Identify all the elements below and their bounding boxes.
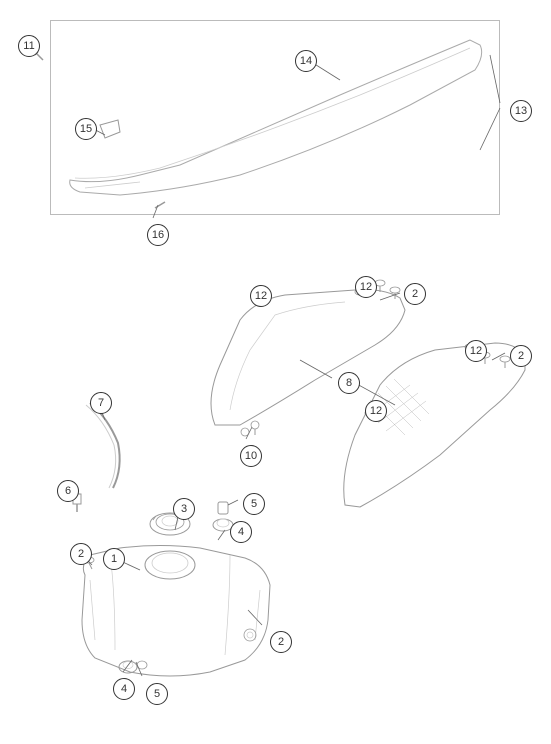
callout-4: 4 (113, 678, 135, 700)
callout-label: 12 (355, 276, 377, 298)
callout-2: 2 (70, 543, 92, 565)
callout-label: 13 (510, 100, 532, 122)
callout-label: 1 (103, 548, 125, 570)
callout-16: 16 (147, 224, 169, 246)
callout-1: 1 (103, 548, 125, 570)
callout-label: 3 (173, 498, 195, 520)
callout-12: 12 (250, 285, 272, 307)
callout-label: 14 (295, 50, 317, 72)
callout-14: 14 (295, 50, 317, 72)
callout-5: 5 (243, 493, 265, 515)
callout-label: 6 (57, 480, 79, 502)
callout-label: 11 (18, 35, 40, 57)
callout-label: 4 (113, 678, 135, 700)
callout-label: 12 (365, 400, 387, 422)
callout-12: 12 (465, 340, 487, 362)
callout-8: 8 (338, 372, 360, 394)
parts-diagram: 122223445567810111212121213141516 (0, 0, 551, 744)
callout-label: 8 (338, 372, 360, 394)
callout-2: 2 (510, 345, 532, 367)
callout-12: 12 (365, 400, 387, 422)
callout-5: 5 (146, 683, 168, 705)
callout-13: 13 (510, 100, 532, 122)
callout-label: 12 (250, 285, 272, 307)
callout-7: 7 (90, 392, 112, 414)
callout-label: 7 (90, 392, 112, 414)
callout-label: 10 (240, 445, 262, 467)
callout-label: 12 (465, 340, 487, 362)
callout-label: 2 (70, 543, 92, 565)
callout-label: 2 (270, 631, 292, 653)
callout-label: 2 (404, 283, 426, 305)
callout-2: 2 (270, 631, 292, 653)
callout-4: 4 (230, 521, 252, 543)
callout-15: 15 (75, 118, 97, 140)
callout-label: 2 (510, 345, 532, 367)
callout-label: 16 (147, 224, 169, 246)
callout-label: 4 (230, 521, 252, 543)
callout-2: 2 (404, 283, 426, 305)
callout-6: 6 (57, 480, 79, 502)
callout-label: 5 (146, 683, 168, 705)
callout-11: 11 (18, 35, 40, 57)
callout-10: 10 (240, 445, 262, 467)
callout-12: 12 (355, 276, 377, 298)
callout-label: 15 (75, 118, 97, 140)
callout-3: 3 (173, 498, 195, 520)
callout-label: 5 (243, 493, 265, 515)
